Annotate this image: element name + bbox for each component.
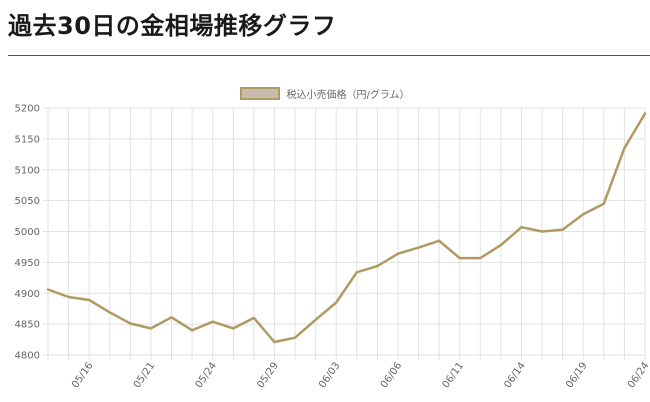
data-point xyxy=(520,225,523,229)
x-tick-label: 05/24 xyxy=(194,360,220,390)
data-point xyxy=(561,228,564,231)
data-point xyxy=(149,327,153,330)
y-tick-label: 5200 xyxy=(15,104,40,115)
legend-label: 税込小売価格（円/グラム） xyxy=(286,90,410,101)
data-point xyxy=(540,230,544,233)
series-line xyxy=(46,112,647,344)
y-tick-label: 5050 xyxy=(15,196,40,207)
data-point xyxy=(293,336,297,339)
x-tick-label: 06/03 xyxy=(317,360,343,390)
chart-legend[interactable]: 税込小売価格（円/グラム） xyxy=(0,86,650,101)
data-point xyxy=(396,252,400,255)
title-divider xyxy=(8,55,650,56)
data-point xyxy=(170,316,173,319)
y-tick-label: 4950 xyxy=(15,258,40,269)
data-point xyxy=(129,322,132,325)
x-tick-label: 06/11 xyxy=(441,360,467,390)
data-point xyxy=(479,256,482,260)
data-point xyxy=(417,246,420,249)
y-tick-label: 5150 xyxy=(15,134,40,145)
y-tick-label: 4850 xyxy=(15,320,40,331)
x-tick-label: 06/24 xyxy=(626,360,650,390)
page-title: 過去30日の金相場推移グラフ xyxy=(8,12,337,40)
data-point xyxy=(376,264,379,268)
y-tick-label: 5100 xyxy=(15,165,40,176)
y-tick-label: 5000 xyxy=(15,227,40,238)
x-tick-label: 05/16 xyxy=(70,360,96,390)
data-point xyxy=(643,112,647,115)
data-point xyxy=(335,301,338,304)
x-tick-label: 05/29 xyxy=(255,360,281,390)
y-tick-label: 4800 xyxy=(15,351,40,362)
data-point xyxy=(211,320,214,323)
data-point xyxy=(252,316,256,320)
data-point xyxy=(67,295,70,299)
x-tick-label: 06/19 xyxy=(564,360,590,390)
data-point xyxy=(623,146,626,150)
data-point xyxy=(46,288,50,291)
x-tick-label: 06/14 xyxy=(502,360,528,390)
data-point xyxy=(602,202,606,205)
data-point xyxy=(314,318,317,322)
data-point xyxy=(499,243,503,247)
data-point xyxy=(582,213,585,216)
data-point xyxy=(458,256,461,260)
data-point xyxy=(355,271,358,274)
data-point xyxy=(273,340,276,344)
data-point xyxy=(232,327,235,330)
data-point xyxy=(87,298,91,302)
y-tick-label: 4900 xyxy=(15,289,40,300)
x-tick-label: 05/21 xyxy=(132,360,158,390)
data-point xyxy=(437,239,441,242)
legend-swatch xyxy=(240,87,281,100)
data-point xyxy=(190,329,194,332)
data-point xyxy=(108,311,111,314)
x-tick-label: 06/06 xyxy=(379,360,405,390)
